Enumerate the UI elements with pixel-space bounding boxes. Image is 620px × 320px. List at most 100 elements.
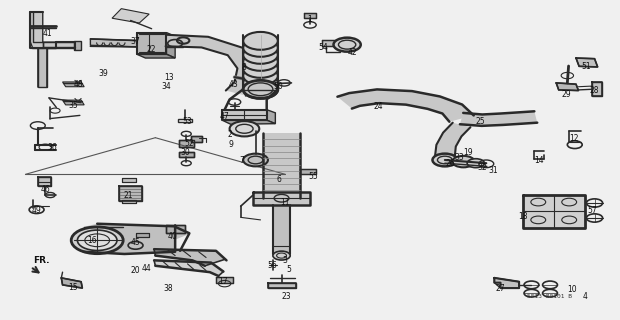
Polygon shape (304, 13, 316, 18)
Text: 53: 53 (183, 116, 192, 126)
Text: 13: 13 (164, 73, 174, 82)
Text: 34: 34 (162, 82, 171, 91)
Circle shape (229, 121, 259, 136)
Polygon shape (435, 123, 471, 157)
Polygon shape (268, 283, 296, 288)
Polygon shape (300, 169, 316, 174)
Polygon shape (273, 204, 290, 254)
Text: 38: 38 (163, 284, 172, 292)
Text: 49: 49 (32, 206, 42, 215)
Polygon shape (253, 192, 310, 204)
Polygon shape (167, 225, 185, 233)
Polygon shape (84, 224, 189, 254)
Text: 39: 39 (99, 69, 108, 78)
Polygon shape (576, 58, 598, 67)
Text: 7: 7 (239, 156, 244, 165)
Text: 43: 43 (228, 80, 238, 89)
Text: 42: 42 (347, 48, 357, 57)
Text: 31: 31 (489, 166, 498, 175)
Polygon shape (61, 278, 82, 288)
Text: 25: 25 (476, 117, 485, 126)
Polygon shape (167, 33, 175, 58)
Polygon shape (137, 33, 167, 54)
Text: 29: 29 (561, 90, 571, 99)
Circle shape (78, 230, 117, 251)
Polygon shape (112, 9, 149, 23)
Polygon shape (43, 42, 75, 49)
Polygon shape (38, 177, 51, 186)
Text: 23: 23 (281, 292, 291, 301)
Polygon shape (337, 89, 474, 122)
Text: 15: 15 (68, 283, 78, 292)
Text: 24: 24 (373, 102, 383, 111)
Circle shape (243, 154, 268, 166)
Circle shape (243, 67, 278, 85)
Text: 19: 19 (464, 148, 473, 157)
Polygon shape (122, 200, 136, 203)
Text: 46: 46 (40, 185, 50, 194)
Polygon shape (74, 41, 81, 50)
Polygon shape (154, 260, 223, 275)
Polygon shape (263, 133, 300, 198)
Text: 22: 22 (147, 44, 156, 54)
Polygon shape (136, 233, 149, 237)
Text: 56: 56 (267, 261, 277, 270)
Text: 41: 41 (43, 29, 53, 38)
Circle shape (433, 154, 457, 166)
Polygon shape (222, 110, 267, 120)
Polygon shape (179, 152, 193, 157)
Text: 52: 52 (184, 139, 193, 148)
Text: 48: 48 (74, 80, 84, 89)
Text: 10: 10 (567, 285, 577, 294)
Text: 5F13 80101 B: 5F13 80101 B (526, 294, 572, 299)
Text: 2: 2 (227, 130, 232, 139)
Polygon shape (122, 179, 136, 182)
Text: 40: 40 (168, 232, 177, 241)
Polygon shape (523, 195, 585, 228)
Text: 33: 33 (455, 153, 464, 162)
Polygon shape (216, 277, 232, 283)
Polygon shape (63, 82, 84, 87)
Text: 20: 20 (131, 266, 140, 276)
Text: 36: 36 (48, 143, 58, 152)
Polygon shape (267, 110, 275, 124)
Text: 27: 27 (496, 284, 505, 292)
Text: 55: 55 (309, 172, 319, 181)
Text: 47: 47 (219, 112, 229, 121)
Bar (177, 119, 192, 122)
Text: 18: 18 (518, 212, 528, 221)
Text: 32: 32 (477, 163, 487, 172)
Text: 30: 30 (180, 148, 190, 156)
Text: 4: 4 (582, 292, 587, 301)
Text: 12: 12 (569, 134, 579, 143)
Polygon shape (63, 100, 84, 105)
Text: 8: 8 (241, 63, 246, 72)
Polygon shape (154, 249, 224, 265)
Polygon shape (191, 136, 202, 141)
Text: 44: 44 (142, 264, 151, 274)
Text: 14: 14 (534, 156, 544, 164)
Text: 50: 50 (273, 82, 283, 91)
Polygon shape (460, 111, 538, 126)
Text: 17: 17 (219, 277, 228, 286)
Text: 5: 5 (286, 265, 291, 275)
Circle shape (243, 74, 278, 92)
Circle shape (243, 60, 278, 78)
Text: 35: 35 (69, 101, 79, 110)
Circle shape (334, 38, 361, 52)
Text: FR.: FR. (33, 256, 50, 265)
Circle shape (243, 80, 278, 98)
Text: 1: 1 (308, 15, 312, 24)
Text: 26: 26 (446, 159, 455, 168)
Circle shape (452, 156, 474, 167)
Text: 6: 6 (277, 175, 281, 184)
Circle shape (243, 81, 278, 99)
Text: 45: 45 (131, 238, 140, 247)
Polygon shape (556, 83, 578, 91)
Polygon shape (222, 120, 275, 124)
Polygon shape (38, 49, 47, 87)
Text: 37: 37 (131, 37, 140, 46)
Text: 51: 51 (581, 62, 591, 71)
Polygon shape (30, 12, 56, 49)
Text: 57: 57 (587, 206, 597, 215)
